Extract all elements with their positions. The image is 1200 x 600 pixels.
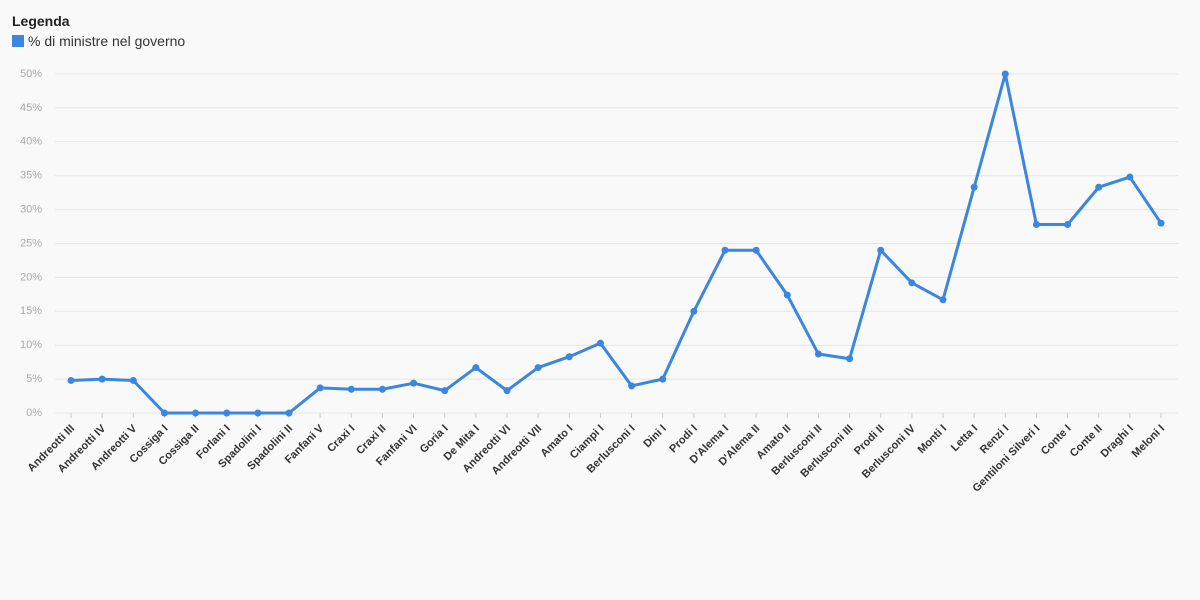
y-tick-label: 20% — [20, 271, 42, 283]
y-tick-label: 40% — [20, 136, 42, 148]
data-point — [223, 409, 231, 417]
legend: % di ministre nel governo — [12, 33, 185, 49]
legend-title: Legenda — [12, 13, 70, 29]
data-point — [1157, 219, 1165, 227]
data-point — [846, 355, 854, 363]
y-tick-label: 5% — [26, 373, 42, 385]
data-point — [98, 375, 106, 383]
data-point — [814, 350, 822, 358]
legend-label: % di ministre nel governo — [28, 33, 185, 49]
data-point — [503, 387, 511, 395]
data-point — [1064, 221, 1072, 229]
data-point — [565, 353, 573, 361]
data-point — [192, 409, 200, 417]
x-tick-label: Draghi I — [1099, 423, 1136, 460]
data-point — [721, 246, 729, 254]
x-tick-label: Letta I — [949, 423, 980, 454]
x-tick-label: Dini I — [641, 423, 668, 450]
data-point — [441, 387, 449, 395]
y-tick-label: 15% — [20, 305, 42, 317]
data-point — [254, 409, 262, 417]
data-point — [472, 364, 480, 372]
data-point — [596, 339, 604, 347]
y-tick-label: 10% — [20, 339, 42, 351]
data-point — [534, 364, 542, 372]
data-point — [939, 296, 947, 304]
data-point — [285, 409, 293, 417]
y-tick-label: 25% — [20, 237, 42, 249]
data-point — [659, 375, 667, 383]
data-point — [1032, 221, 1040, 229]
data-point — [690, 307, 698, 315]
data-point — [970, 183, 978, 191]
data-point — [1095, 183, 1103, 191]
y-tick-label: 35% — [20, 170, 42, 182]
y-tick-label: 0% — [26, 407, 42, 419]
x-tick-label: Craxi I — [325, 423, 357, 455]
data-point — [783, 291, 791, 299]
data-point — [908, 279, 916, 287]
data-point — [129, 376, 137, 384]
data-point — [378, 385, 386, 393]
x-tick-label: Conte II — [1068, 423, 1105, 460]
data-point — [160, 409, 168, 417]
data-point — [410, 379, 418, 387]
data-point — [347, 385, 355, 393]
data-point — [1001, 70, 1009, 78]
legend-swatch — [12, 35, 24, 47]
data-point — [628, 382, 636, 390]
series-line — [70, 72, 1163, 415]
x-tick-label: Monti I — [916, 423, 950, 457]
data-point — [316, 384, 324, 392]
x-tick-label: Meloni I — [1130, 423, 1167, 460]
y-tick-label: 50% — [20, 68, 42, 80]
data-point — [67, 376, 75, 384]
x-tick-label: Berlusconi IV — [860, 422, 919, 481]
data-point — [752, 246, 760, 254]
data-point — [877, 246, 885, 254]
y-tick-label: 45% — [20, 102, 42, 114]
y-tick-label: 30% — [20, 204, 42, 216]
data-point — [1126, 173, 1134, 181]
